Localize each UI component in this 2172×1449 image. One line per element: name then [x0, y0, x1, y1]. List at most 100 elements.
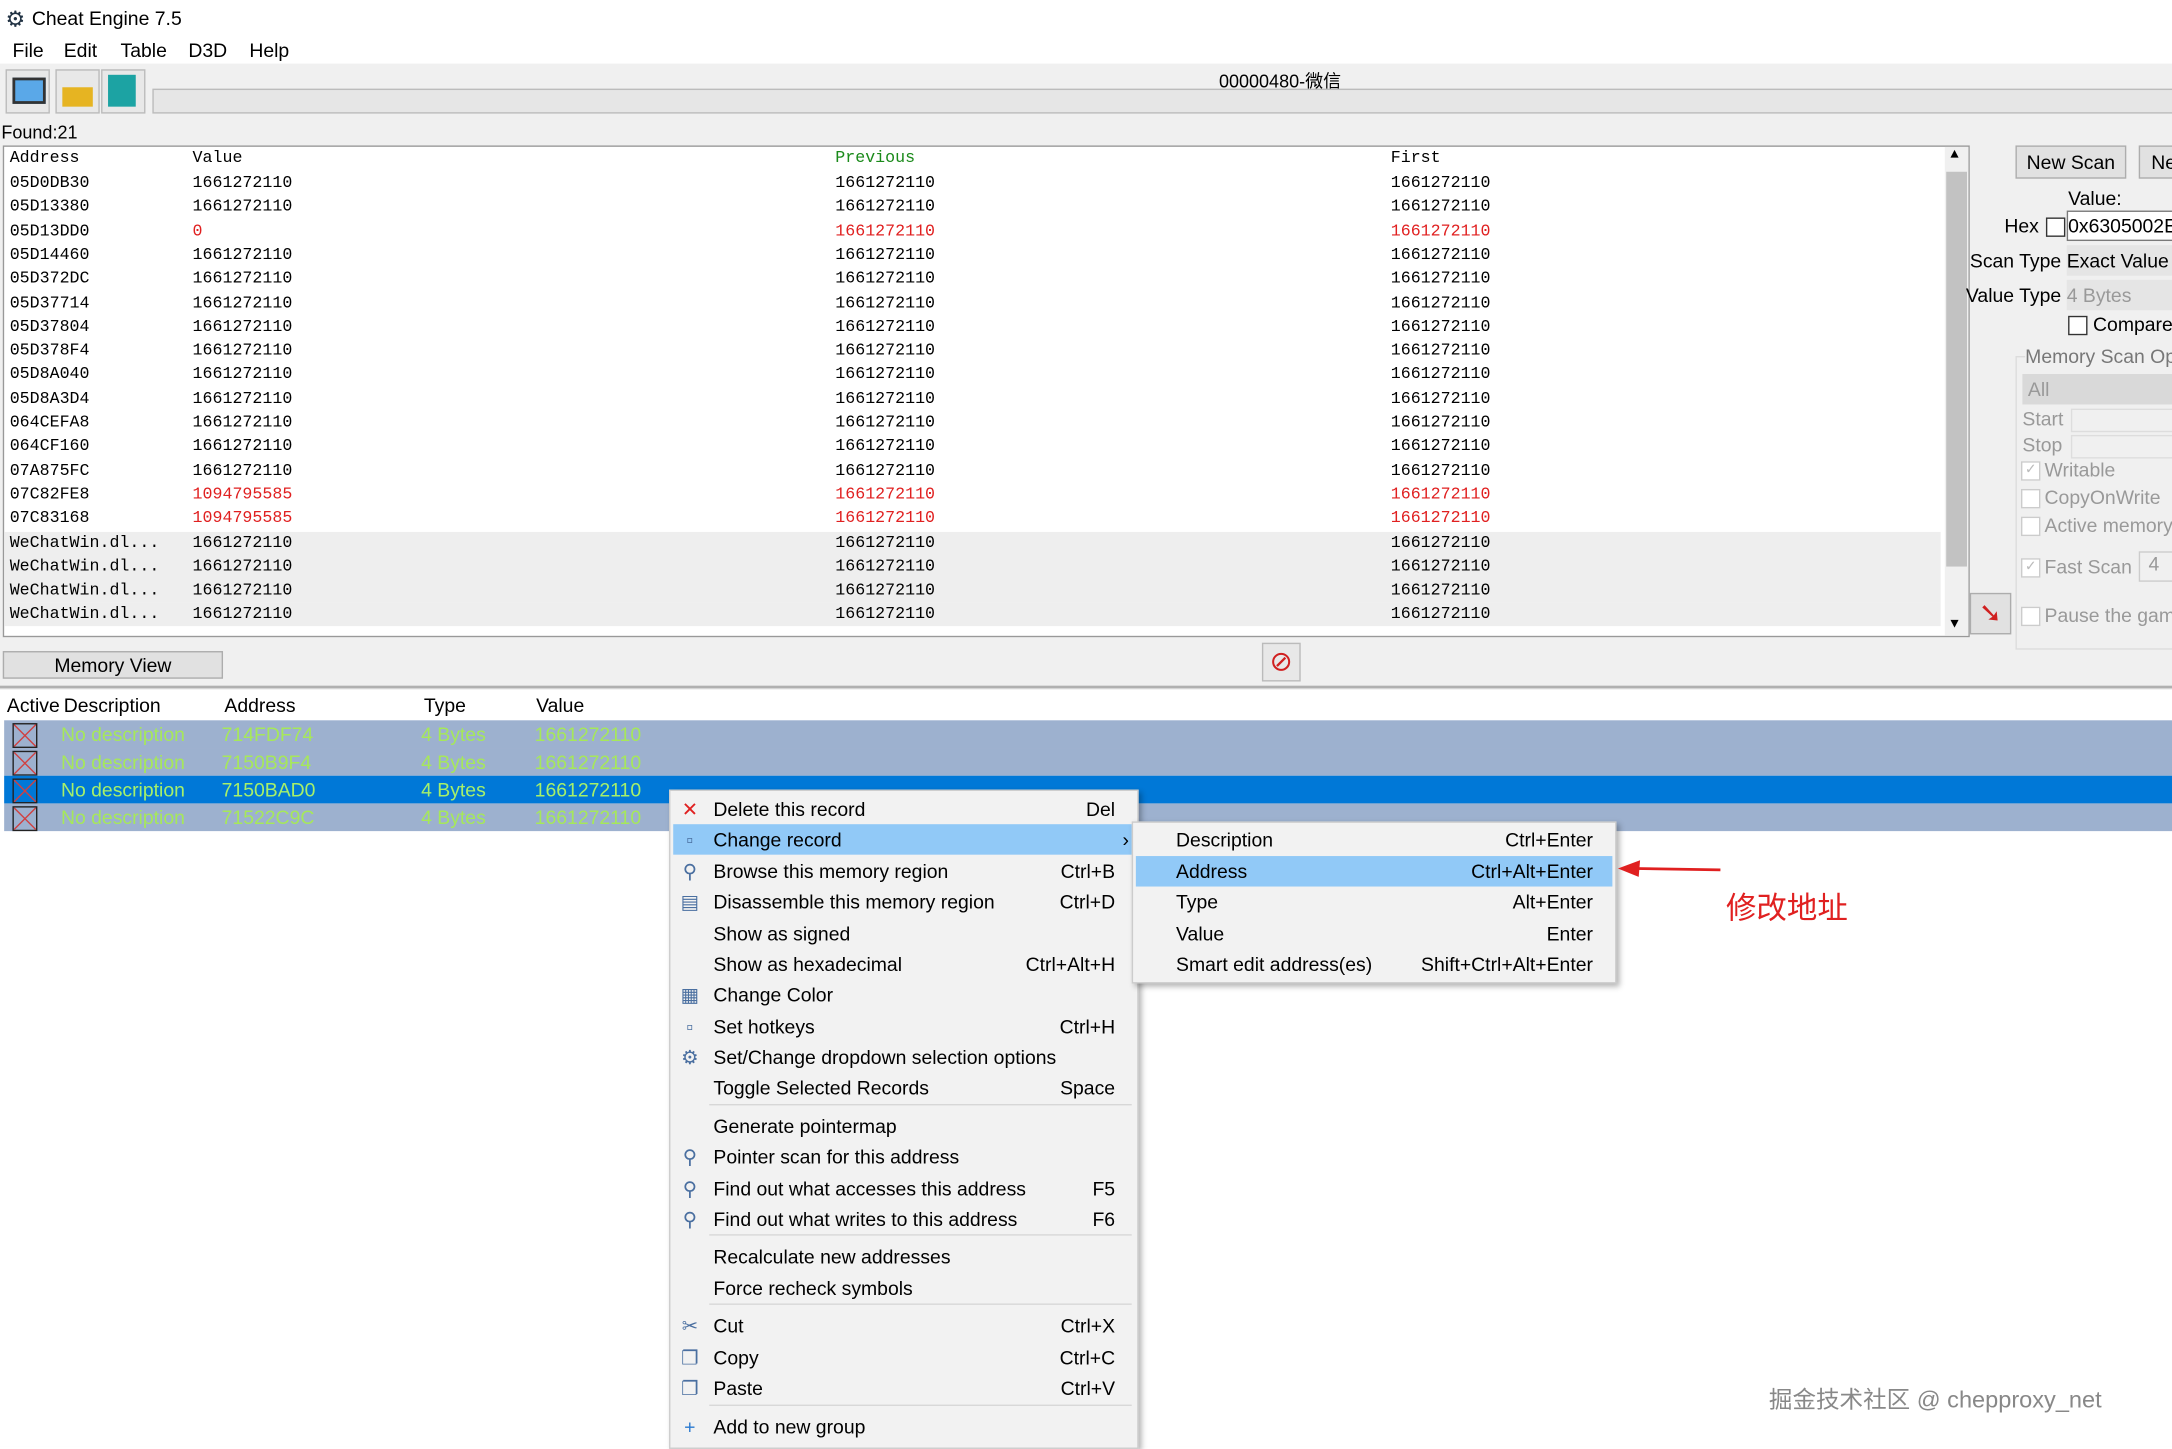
scan-results-list[interactable]: Address Value Previous First 05D0DB30 166…	[2, 145, 1970, 638]
results-scrollbar[interactable]: ▲ ▼	[1944, 146, 1969, 636]
menu-item-recalculate-new-addresses[interactable]: Recalculate new addresses	[673, 1241, 1134, 1271]
result-row[interactable]: 05D13380 1661272110 1661272110 1661272110	[4, 196, 1941, 220]
scan-type-select[interactable]: Exact Value	[2066, 245, 2172, 276]
col-active[interactable]: Active	[6, 693, 60, 717]
menu-item-find-out-what-accesses-this-address[interactable]: ⚲ Find out what accesses this address F5	[673, 1173, 1134, 1203]
result-row[interactable]: 05D8A040 1661272110 1661272110 1661272110	[4, 363, 1941, 387]
menu-item-toggle-selected-records[interactable]: Toggle Selected Records Space	[673, 1072, 1134, 1102]
col-previous[interactable]: Previous	[835, 148, 916, 168]
menu-table[interactable]: Table	[120, 38, 167, 61]
result-row[interactable]: 07A875FC 1661272110 1661272110 1661272110	[4, 459, 1941, 483]
result-row[interactable]: WeChatWin.dl... 1661272110 1661272110 16612…	[4, 603, 1941, 627]
next-scan-button[interactable]: Ne	[2138, 145, 2172, 179]
result-row[interactable]: WeChatWin.dl... 1661272110 1661272110 16612…	[4, 531, 1941, 555]
menu-item-paste[interactable]: ❐ Paste Ctrl+V	[673, 1373, 1134, 1403]
result-row[interactable]: WeChatWin.dl... 1661272110 1661272110 16612…	[4, 555, 1941, 579]
result-address: 07C83168	[9, 508, 90, 529]
menu-help[interactable]: Help	[249, 38, 290, 61]
col-description[interactable]: Description	[63, 693, 161, 717]
col-address[interactable]: Address	[9, 148, 80, 168]
menu-edit[interactable]: Edit	[63, 38, 98, 61]
save-button[interactable]	[101, 69, 146, 114]
result-previous: 1661272110	[835, 532, 936, 553]
result-row[interactable]: 07C83168 1094795585 1661272110 1661272110	[4, 507, 1941, 531]
value-input[interactable]: 0x6305002E	[2066, 210, 2172, 242]
scrollbar-thumb[interactable]	[1946, 171, 1967, 567]
col-value[interactable]: Value	[192, 148, 243, 168]
address-row[interactable]: No description 7150B9F4 4 Bytes 1661272110	[4, 748, 2172, 776]
result-row[interactable]: 05D0DB30 1661272110 1661272110 1661272110	[4, 172, 1941, 196]
hex-checkbox[interactable]	[2045, 217, 2066, 237]
menu-item-label: Type	[1176, 890, 1219, 913]
menu-item-show-as-signed[interactable]: Show as signed	[673, 918, 1134, 948]
compare-checkbox[interactable]	[2068, 315, 2088, 336]
menu-item-value[interactable]: Value Enter	[1136, 918, 1613, 948]
result-row[interactable]: 05D14460 1661272110 1661272110 1661272110	[4, 244, 1941, 268]
start-input[interactable]	[2070, 408, 2172, 433]
menu-item-delete-this-record[interactable]: ✕ Delete this record Del	[673, 794, 1134, 824]
copyonwrite-checkbox[interactable]	[2021, 488, 2041, 509]
open-process-button[interactable]	[5, 69, 50, 114]
result-row[interactable]: WeChatWin.dl... 1661272110 1661272110 16612…	[4, 579, 1941, 603]
result-row[interactable]: 05D37714 1661272110 1661272110 1661272110	[4, 292, 1941, 316]
region-select[interactable]: All	[2022, 374, 2172, 405]
menu-item-pointer-scan-for-this-address[interactable]: ⚲ Pointer scan for this address	[673, 1141, 1134, 1171]
result-row[interactable]: 05D37804 1661272110 1661272110 1661272110	[4, 316, 1941, 340]
menu-item-label: Toggle Selected Records	[713, 1076, 929, 1099]
menu-item-add-to-new-group[interactable]: + Add to new group	[673, 1412, 1134, 1442]
menu-item-address[interactable]: Address Ctrl+Alt+Enter	[1135, 855, 1613, 886]
col-first[interactable]: First	[1390, 148, 1441, 168]
result-row[interactable]: 05D8A3D4 1661272110 1661272110 1661272110	[4, 387, 1941, 411]
start-label: Start	[2022, 407, 2064, 430]
stop-scan-icon[interactable]: ⊘	[1261, 642, 1301, 682]
add-to-list-arrow-button[interactable]: ➘	[1969, 592, 2012, 635]
menu-item-copy[interactable]: ❐ Copy Ctrl+C	[673, 1342, 1134, 1372]
menu-item-change-color[interactable]: ▦ Change Color	[673, 979, 1134, 1009]
result-row[interactable]: 05D372DC 1661272110 1661272110 1661272110	[4, 268, 1941, 292]
menu-item-force-recheck-symbols[interactable]: Force recheck symbols	[673, 1273, 1134, 1303]
menu-item-smart-edit-address-es[interactable]: Smart edit address(es) Shift+Ctrl+Alt+Ent…	[1136, 949, 1613, 979]
fast-scan-alignment-input[interactable]: 4	[2138, 551, 2172, 582]
result-row[interactable]: 05D13DD0 0 1661272110 1661272110	[4, 220, 1941, 244]
menu-item-browse-this-memory-region[interactable]: ⚲ Browse this memory region Ctrl+B	[673, 856, 1134, 886]
result-row[interactable]: 064CEFA8 1661272110 1661272110 1661272110	[4, 411, 1941, 435]
active-checkbox[interactable]	[12, 806, 38, 832]
menu-item-change-record[interactable]: ▫ Change record ›	[673, 824, 1135, 855]
new-scan-button[interactable]: New Scan	[2015, 145, 2127, 179]
scroll-down-icon[interactable]: ▼	[1950, 617, 1959, 634]
menu-item-icon: ✂	[681, 1314, 698, 1337]
menu-item-cut[interactable]: ✂ Cut Ctrl+X	[673, 1310, 1134, 1340]
menu-item-type[interactable]: Type Alt+Enter	[1136, 887, 1613, 917]
pause-game-checkbox[interactable]	[2021, 606, 2041, 627]
menu-item-generate-pointermap[interactable]: Generate pointermap	[673, 1111, 1134, 1141]
fast-scan-checkbox[interactable]: ✓	[2021, 558, 2041, 578]
result-row[interactable]: 064CF160 1661272110 1661272110 1661272110	[4, 435, 1941, 459]
col-value[interactable]: Value	[536, 693, 585, 717]
active-checkbox[interactable]	[12, 750, 38, 776]
value-type-select[interactable]: 4 Bytes	[2066, 279, 2172, 311]
menu-item-label: Generate pointermap	[713, 1115, 897, 1138]
menu-d3d[interactable]: D3D	[188, 38, 228, 61]
menu-file[interactable]: File	[12, 38, 44, 61]
scroll-up-icon[interactable]: ▲	[1950, 148, 1959, 164]
menu-item-description[interactable]: Description Ctrl+Enter	[1136, 824, 1613, 854]
address-row[interactable]: No description 714FDF74 4 Bytes 1661272110	[4, 720, 2172, 749]
active-checkbox[interactable]	[12, 778, 38, 804]
menu-item-set-hotkeys[interactable]: ▫ Set hotkeys Ctrl+H	[673, 1011, 1134, 1041]
col-address[interactable]: Address	[224, 693, 296, 717]
active-memory-checkbox[interactable]	[2021, 516, 2041, 537]
writable-checkbox[interactable]: ✓	[2021, 461, 2041, 481]
active-checkbox[interactable]	[12, 723, 38, 749]
menu-item-show-as-hexadecimal[interactable]: Show as hexadecimal Ctrl+Alt+H	[673, 949, 1134, 979]
menu-item-disassemble-this-memory-region[interactable]: ▤ Disassemble this memory region Ctrl+D	[673, 887, 1134, 917]
menu-item-find-out-what-writes-to-this-address[interactable]: ⚲ Find out what writes to this address F6	[673, 1204, 1134, 1234]
menu-item-set-change-dropdown-selection-options[interactable]: ⚙ Set/Change dropdown selection options	[673, 1042, 1134, 1072]
result-row[interactable]: 05D378F4 1661272110 1661272110 1661272110	[4, 340, 1941, 364]
stop-input[interactable]	[2070, 434, 2172, 459]
menu-item-icon: ❐	[681, 1346, 699, 1369]
open-file-button[interactable]	[55, 69, 100, 114]
splitter[interactable]	[0, 685, 2172, 689]
col-type[interactable]: Type	[423, 693, 466, 717]
result-row[interactable]: 07C82FE8 1094795585 1661272110 1661272110	[4, 483, 1941, 507]
memory-view-button[interactable]: Memory View	[2, 651, 224, 679]
